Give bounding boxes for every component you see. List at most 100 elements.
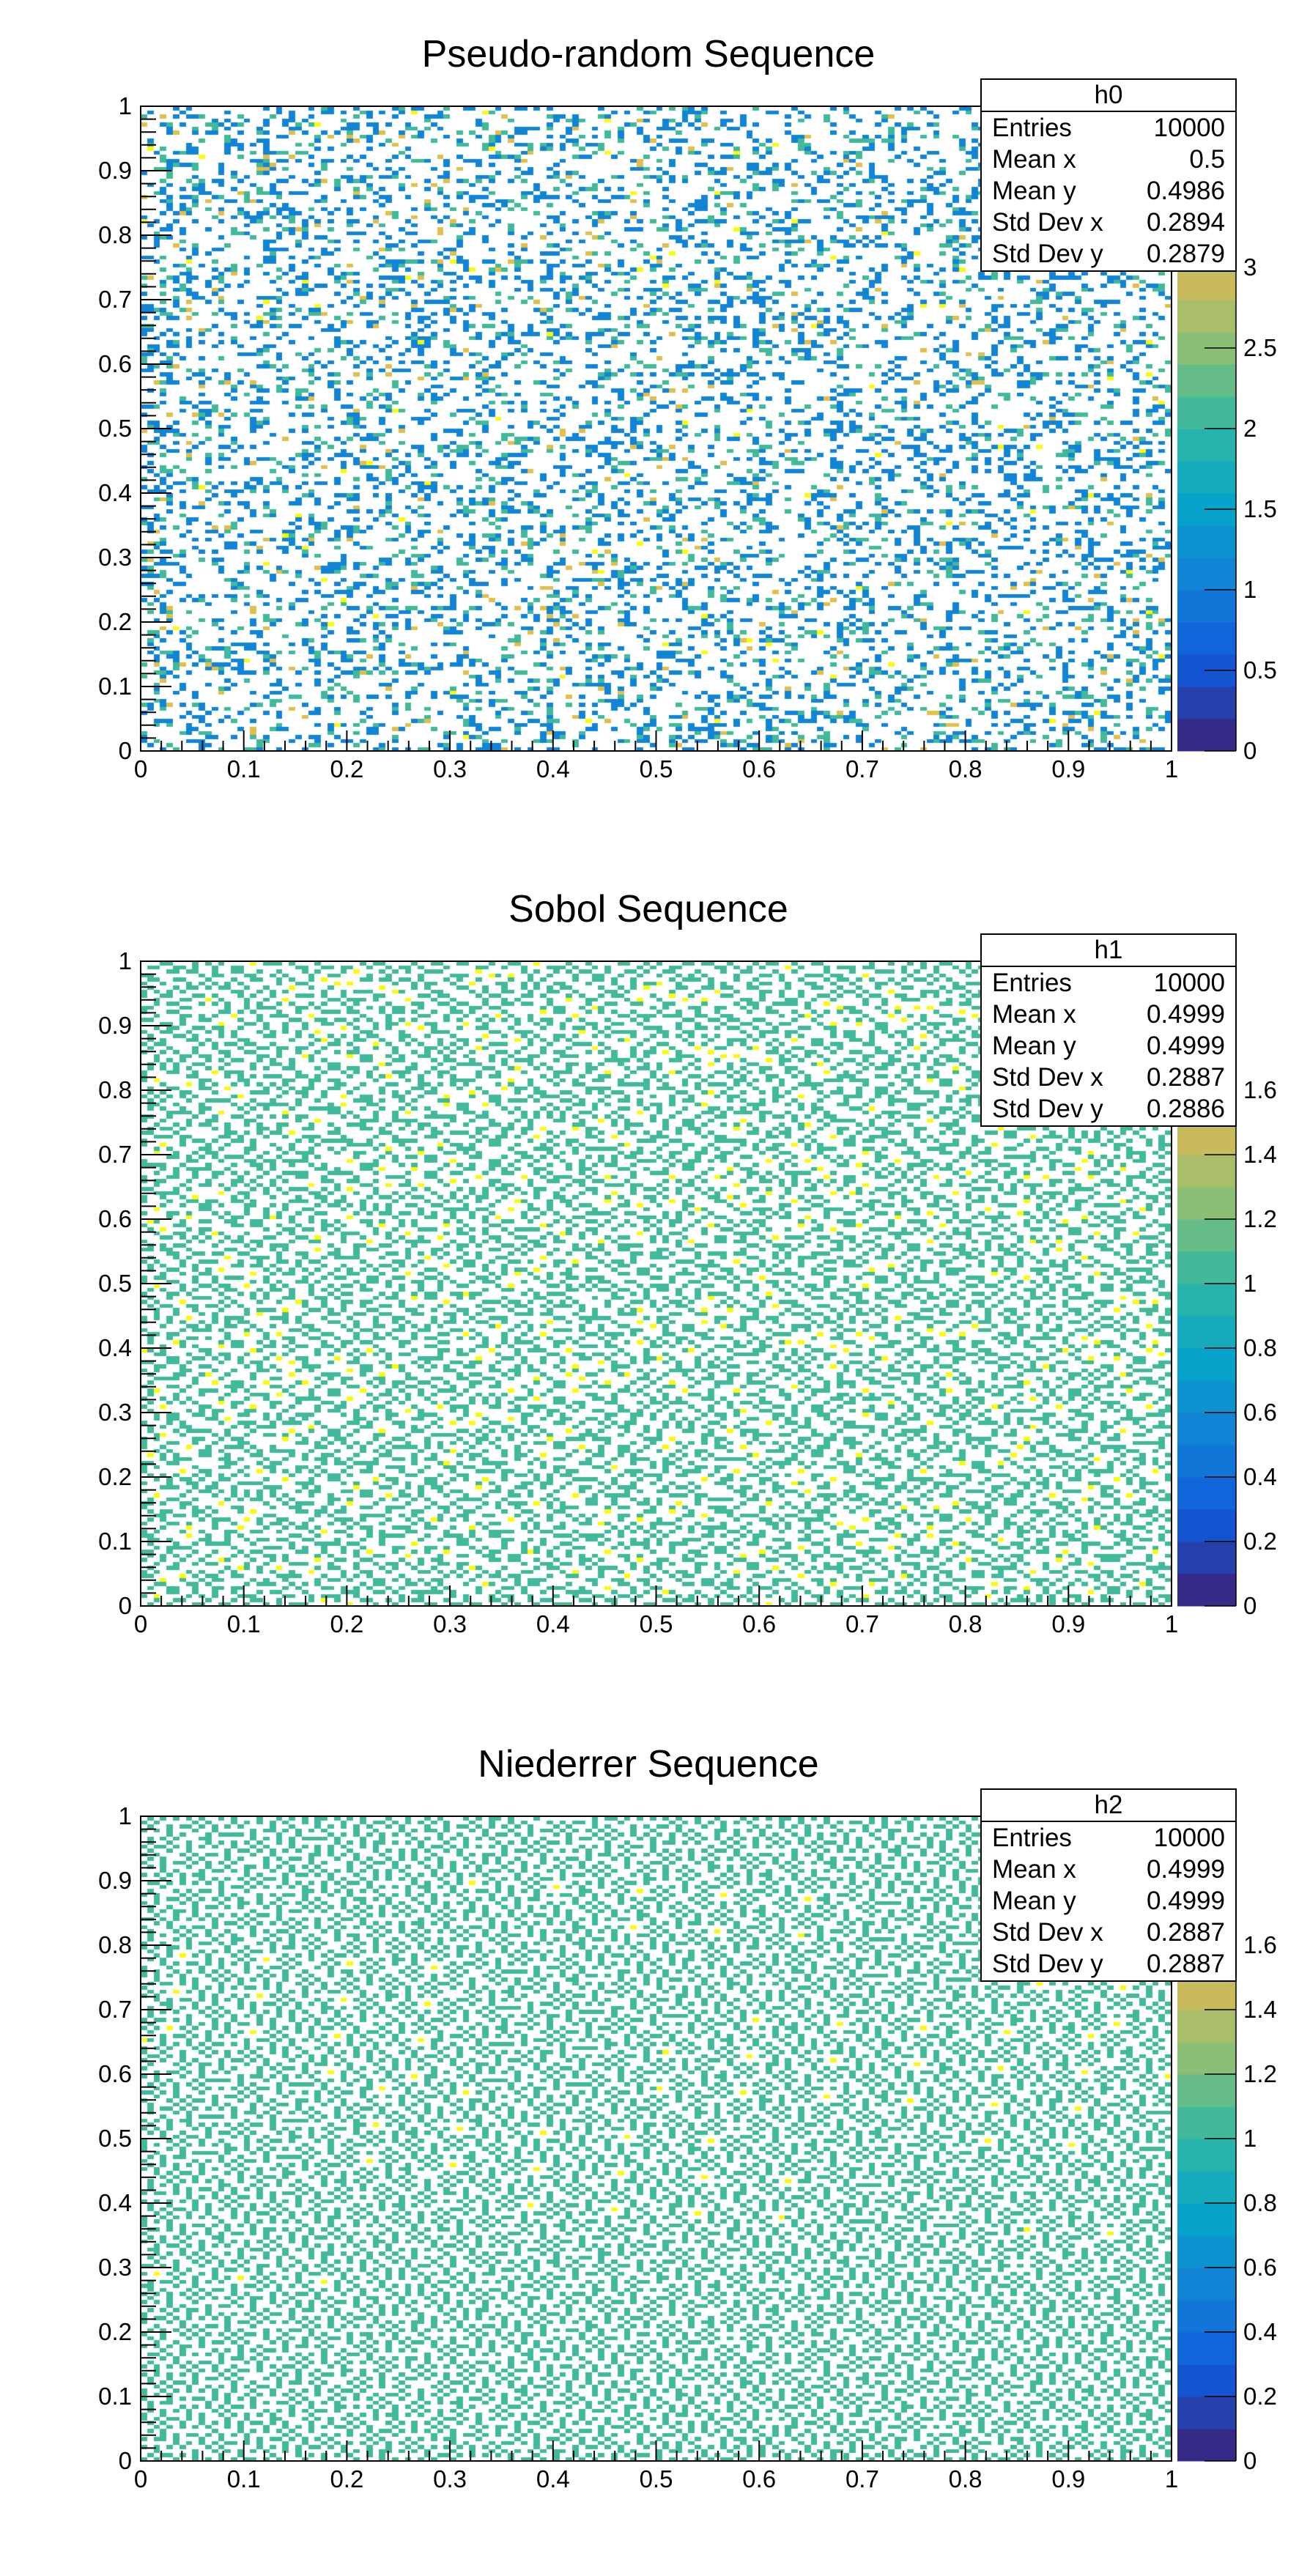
y-tick-label: 0.1: [98, 673, 132, 700]
z-tick-label: 0.4: [1243, 2318, 1277, 2345]
x-tick-label: 0.6: [742, 2465, 777, 2492]
stats-label: Mean x: [992, 145, 1076, 174]
palette-band: [1177, 2203, 1236, 2236]
y-tick-label: 0.7: [98, 1996, 132, 2023]
stats-value: 0.4986: [1146, 177, 1225, 205]
stats-title: h0: [982, 80, 1235, 112]
palette-band: [1177, 2171, 1236, 2204]
z-tick-label: 2: [1243, 415, 1257, 442]
stats-box: h2 Entries 10000 Mean x 0.4999 Mean y 0.4999 St…: [980, 1788, 1237, 1982]
stats-row: Mean y 0.4999: [982, 1885, 1235, 1917]
y-tick-label: 0.3: [98, 2254, 132, 2281]
stats-value: 0.2887: [1146, 1918, 1225, 1947]
z-tick-label: 1.2: [1243, 1205, 1277, 1232]
stats-label: Std Dev x: [992, 1918, 1103, 1947]
z-tick-label: 1.6: [1243, 1076, 1277, 1103]
x-tick-label: 0.8: [948, 755, 982, 782]
x-tick-label: 0.6: [742, 1610, 777, 1637]
stats-label: Std Dev y: [992, 1095, 1103, 1123]
x-tick-label: 0.6: [742, 755, 777, 782]
x-tick-label: 0.2: [330, 1610, 364, 1637]
x-tick-label: 0.9: [1051, 2465, 1086, 2492]
palette-band: [1177, 364, 1236, 397]
y-tick-label: 0.6: [98, 1205, 132, 1232]
stats-value: 10000: [1153, 969, 1225, 997]
x-tick-label: 0.5: [639, 1610, 673, 1637]
stats-row: Mean x 0.5: [982, 144, 1235, 175]
z-tick-label: 0: [1243, 737, 1257, 764]
palette-band: [1177, 461, 1236, 494]
stats-label: Std Dev x: [992, 208, 1103, 237]
palette-band: [1177, 1187, 1236, 1220]
histogram-panel: Pseudo-random Sequence 0 0.1 0.2 0.3 0.4 0.5 0.…: [0, 0, 1310, 855]
x-tick-label: 0.7: [845, 2465, 879, 2492]
z-tick-label: 0.6: [1243, 2254, 1277, 2281]
z-tick-label: 3: [1243, 253, 1257, 281]
stats-value: 0.2887: [1146, 1063, 1225, 1092]
stats-value: 0.5: [1189, 145, 1225, 174]
stats-label: Entries: [992, 114, 1072, 142]
z-tick-label: 0: [1243, 1592, 1257, 1619]
z-tick-label: 0.5: [1243, 656, 1277, 684]
x-tick-label: 0.4: [536, 755, 570, 782]
palette-band: [1177, 1574, 1236, 1607]
z-tick-label: 0.2: [1243, 2383, 1277, 2410]
axes: [140, 106, 1237, 752]
palette-band: [1177, 2010, 1236, 2043]
palette-band: [1177, 2300, 1236, 2333]
stats-label: Mean y: [992, 1887, 1076, 1915]
stats-row: Entries 10000: [982, 112, 1235, 144]
z-tick-label: 0.2: [1243, 1528, 1277, 1555]
x-tick-label: 0.3: [433, 2465, 467, 2492]
stats-label: Mean x: [992, 1855, 1076, 1884]
y-tick-label: 0: [118, 737, 132, 764]
x-tick-label: 0.5: [639, 2465, 673, 2492]
stats-row: Std Dev x 0.2887: [982, 1062, 1235, 1093]
y-tick-label: 0.6: [98, 2060, 132, 2087]
x-tick-label: 0.1: [226, 1610, 261, 1637]
stats-value: 0.2886: [1146, 1095, 1225, 1123]
x-tick-label: 0.8: [948, 2465, 982, 2492]
y-tick-label: 0.1: [98, 1528, 132, 1555]
x-tick-label: 0: [133, 1610, 148, 1637]
palette-band: [1177, 1413, 1236, 1446]
stats-row: Std Dev y 0.2879: [982, 238, 1235, 270]
palette-band: [1177, 1977, 1236, 2010]
x-tick-label: 1: [1164, 1610, 1179, 1637]
stats-row: Mean x 0.4999: [982, 1854, 1235, 1885]
y-tick-label: 0.8: [98, 1931, 132, 1958]
x-tick-label: 0.5: [639, 755, 673, 782]
stats-box: h0 Entries 10000 Mean x 0.5 Mean y 0.4986 Std D…: [980, 78, 1237, 272]
stats-row: Entries 10000: [982, 967, 1235, 999]
stats-row: Std Dev y 0.2886: [982, 1093, 1235, 1125]
y-tick-label: 0.1: [98, 2383, 132, 2410]
y-tick-label: 0: [118, 1592, 132, 1619]
stats-value: 0.4999: [1146, 1855, 1225, 1884]
stats-label: Std Dev y: [992, 1950, 1103, 1978]
palette-band: [1177, 1284, 1236, 1317]
palette-band: [1177, 300, 1236, 333]
palette-band: [1177, 2397, 1236, 2429]
x-tick-label: 0.3: [433, 1610, 467, 1637]
y-tick-label: 0.4: [98, 479, 132, 506]
stats-row: Mean x 0.4999: [982, 999, 1235, 1030]
x-tick-label: 0.7: [845, 755, 879, 782]
x-tick-label: 0.4: [536, 1610, 570, 1637]
y-tick-label: 0.2: [98, 1463, 132, 1490]
z-tick-label: 0.8: [1243, 2189, 1277, 2216]
x-tick-label: 0.9: [1051, 1610, 1086, 1637]
stats-value: 0.4999: [1146, 1032, 1225, 1060]
palette-band: [1177, 267, 1236, 300]
palette-band: [1177, 1155, 1236, 1188]
palette-band: [1177, 1348, 1236, 1381]
stats-label: Std Dev x: [992, 1063, 1103, 1092]
x-tick-label: 0.1: [226, 2465, 261, 2492]
z-tick-label: 0.8: [1243, 1334, 1277, 1361]
stats-row: Mean y 0.4999: [982, 1030, 1235, 1062]
y-tick-label: 0.8: [98, 221, 132, 248]
z-tick-label: 1.2: [1243, 2060, 1277, 2087]
y-tick-label: 0.3: [98, 1399, 132, 1426]
palette-band: [1177, 2268, 1236, 2301]
stats-value: 0.2879: [1146, 240, 1225, 268]
x-tick-label: 0.3: [433, 755, 467, 782]
